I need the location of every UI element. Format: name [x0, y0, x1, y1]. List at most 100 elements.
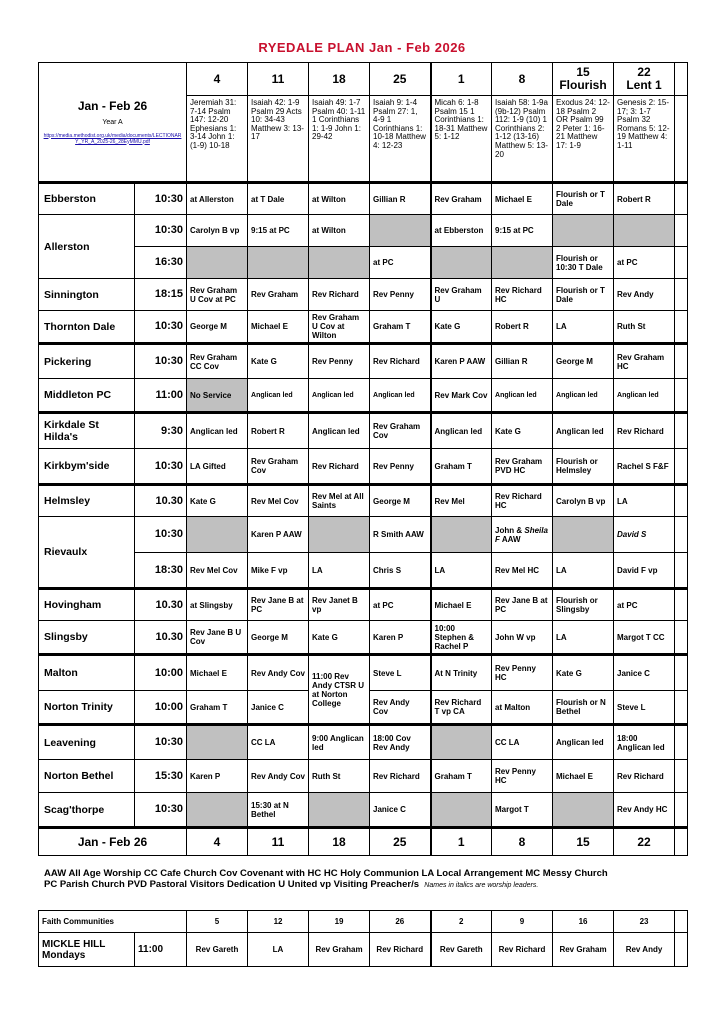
lectionary-readings: Micah 6: 1-8 Psalm 15 1 Corinthians 1: 1…: [429, 95, 493, 183]
faith-community-name: MICKLE HILL Mondays: [38, 932, 135, 967]
preacher-cell: Anglican led: [247, 378, 310, 413]
footer-date: 8: [491, 826, 554, 856]
date-label: Lent 1: [626, 78, 662, 92]
no-service-cell: [186, 246, 249, 279]
preacher-cell: John W vp: [491, 620, 554, 655]
preacher-cell: Rev Mel HC: [491, 552, 554, 589]
abbreviation-legend: AAW All Age Worship CC Cafe Church Cov C…: [44, 868, 608, 891]
church-name: Malton: [38, 653, 135, 691]
preacher-cell: Rev Andy Cov: [247, 759, 310, 793]
spare-column: [674, 278, 689, 311]
preacher-cell: LA: [308, 552, 371, 589]
footer-date: 25: [369, 826, 432, 856]
preacher-cell: No Service: [186, 378, 249, 413]
period-title: Jan - Feb 26: [77, 98, 148, 113]
church-row: Middleton PC 11:00 No Service Anglican led A…: [38, 378, 689, 413]
church-row: Scag'thorpe 10:30 15:30 at N Bethel Janice …: [38, 792, 689, 828]
preacher-cell: Rev Richard: [308, 278, 371, 311]
footer-date: 11: [247, 826, 310, 856]
spare-column: [674, 342, 689, 379]
no-service-cell: [552, 214, 615, 247]
preacher-cell: John & Sheila F AAW: [491, 516, 554, 553]
preacher-cell: LA: [429, 552, 493, 589]
date-header: 25: [369, 62, 432, 96]
preacher-cell: Ruth St: [613, 310, 676, 344]
no-service-cell: [613, 214, 676, 247]
preacher-cell: Steve L: [369, 653, 432, 691]
date-header: 18: [308, 62, 371, 96]
preacher-cell: Rev Graham Cov: [247, 448, 310, 485]
preacher-cell: 9:15 at PC: [247, 214, 310, 247]
preacher-cell: Rev Graham: [429, 181, 493, 215]
preacher-cell: Rev Richard: [369, 759, 432, 793]
date-label: Flourish: [559, 78, 607, 92]
church-name: Sinnington: [38, 278, 135, 311]
legend-line-1: AAW All Age Worship CC Cafe Church Cov C…: [44, 868, 608, 879]
preacher-cell: Robert R: [247, 411, 310, 449]
footer-date: 1: [429, 826, 493, 856]
preacher-cell: Rev Richard T vp CA: [429, 690, 493, 725]
preacher-cell: 10:00 Stephen & Rachel P: [429, 620, 493, 655]
faith-date: 5: [186, 910, 249, 933]
footer-date: 15: [552, 826, 615, 856]
preacher-cell: Karen P: [369, 620, 432, 655]
preacher-text: John &: [495, 525, 525, 535]
spare-column: [674, 826, 689, 856]
lectionary-link[interactable]: https://media.methodist.org.uk/media/doc…: [43, 132, 182, 145]
preacher-cell: LA: [613, 483, 676, 517]
spare-column: [674, 653, 689, 691]
preacher-cell: Flourish or T Dale: [552, 181, 615, 215]
church-name: Slingsby: [38, 620, 135, 655]
preacher-cell: Rev Andy Cov: [247, 653, 310, 691]
preacher-cell: Rev Graham U Cov at Wilton: [308, 310, 371, 344]
date-header: 15 Flourish: [552, 62, 615, 96]
preacher-cell: Mike F vp: [247, 552, 310, 589]
preacher-cell: Rev Richard HC: [491, 278, 554, 311]
preacher-cell: Kate G: [552, 653, 615, 691]
service-time: 10:30: [133, 448, 188, 485]
no-service-cell: [429, 246, 493, 279]
spare-column: [674, 181, 689, 215]
preacher-cell: LA: [552, 552, 615, 589]
preacher-text: AAW: [499, 534, 521, 544]
preacher-cell: at PC: [369, 246, 432, 279]
service-time: 10.30: [133, 620, 188, 655]
preacher-cell: Rev Richard: [613, 759, 676, 793]
church-row: Kirkbym'side 10:30 LA Gifted Rev Graham Cov…: [38, 448, 689, 485]
spare-column: [674, 483, 689, 517]
no-service-cell: [186, 792, 249, 828]
preacher-cell: 11:00 Rev Andy CTSR U at Norton College: [308, 653, 371, 725]
preacher-cell: R Smith AAW: [369, 516, 432, 553]
church-row: 16:30 at PC Flourish or 10:30 T Dale at PC: [39, 246, 689, 279]
service-time: 10:30: [133, 310, 188, 344]
spare-column: [674, 910, 689, 933]
preacher-cell: Anglican led: [491, 378, 554, 413]
footer-date: 18: [308, 826, 371, 856]
preacher-cell: Steve L: [613, 690, 676, 725]
preacher-cell: at Wilton: [308, 181, 371, 215]
preacher-cell: Michael E: [429, 587, 493, 621]
date-day: 11: [271, 71, 285, 86]
preacher-cell: Janice C: [369, 792, 432, 828]
date-day: 18: [332, 71, 346, 86]
preacher-cell: LA Gifted: [186, 448, 249, 485]
preacher-cell: Michael E: [552, 759, 615, 793]
preacher-cell: Rachel S F&F: [613, 448, 676, 485]
preacher-cell: David F vp: [613, 552, 676, 589]
preacher-cell: at T Dale: [247, 181, 310, 215]
preacher-cell: Michael E: [186, 653, 249, 691]
spare-column: [674, 246, 689, 279]
preacher-cell: George M: [369, 483, 432, 517]
no-service-cell: [552, 516, 615, 553]
service-time: 10:30: [133, 516, 188, 553]
church-row: Allerston 10:30 Carolyn B vp 9:15 at PC at W…: [38, 214, 689, 279]
preacher-cell: Rev Richard: [613, 411, 676, 449]
preacher-cell: Rev Graham: [247, 278, 310, 311]
preacher-cell: Gillian R: [369, 181, 432, 215]
preacher-cell: Rev Andy HC: [613, 792, 676, 828]
church-name: Pickering: [38, 342, 135, 379]
preacher-cell: 18:00 Anglican led: [613, 723, 676, 760]
service-time: 10.30: [133, 483, 188, 517]
preacher-cell: Rev Graham U Cov at PC: [186, 278, 249, 311]
preacher-cell: at Allerston: [186, 181, 249, 215]
